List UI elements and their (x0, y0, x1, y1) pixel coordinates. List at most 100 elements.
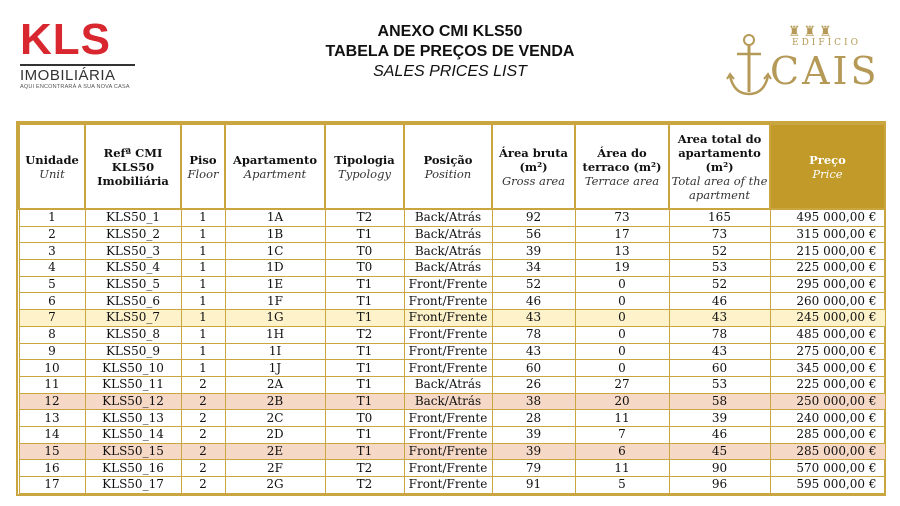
table-cell: 53 (668, 375, 771, 394)
table-cell: 39 (491, 425, 576, 444)
table-cell: Back/Atrás (403, 225, 493, 244)
cais-logo-word: CAIS (770, 49, 880, 93)
table-cell: 1I (224, 342, 326, 361)
table-cell: 0 (574, 359, 670, 377)
column-header: Preço Price (769, 123, 886, 210)
table-cell: 2B (224, 392, 326, 411)
table-cell: 73 (574, 208, 670, 227)
table-cell: 1 (180, 292, 226, 311)
column-header-en: Unit (39, 166, 65, 181)
table-cell: Back/Atrás (403, 375, 493, 394)
table-cell: 2 (180, 476, 226, 494)
table-cell: KLS50_13 (84, 409, 182, 427)
table-cell: 60 (491, 359, 576, 377)
table-cell: 2 (180, 442, 226, 461)
table-cell: T2 (324, 208, 405, 227)
kls-logo: KLS IMOBILIÁRIA AQUI ENCONTRARÁ A SUA NO… (20, 18, 135, 90)
table-cell: 96 (668, 476, 771, 494)
column-header-pt: Posição (423, 152, 473, 167)
table-cell: 2G (224, 476, 326, 494)
table-cell: KLS50_2 (84, 225, 182, 244)
kls-logo-tagline: AQUI ENCONTRARÁ A SUA NOVA CASA (20, 84, 130, 90)
column-header: Área do terraco (m²) Terrace area (574, 123, 670, 210)
column-header: Posição Position (403, 123, 493, 210)
table-cell: 26 (491, 375, 576, 394)
table-cell: 43 (491, 342, 576, 361)
table-cell: 275 000,00 € (769, 342, 886, 361)
table-cell: 1F (224, 292, 326, 311)
column-header-en: Total area of the apartment (671, 173, 768, 202)
table-cell: 27 (574, 375, 670, 394)
table-cell: 2 (180, 392, 226, 411)
table-cell: 345 000,00 € (769, 359, 886, 377)
table-body: 1 KLS50_1 1 1A T2 Back/Atrás 92 73 165 495 000,00… (18, 208, 886, 494)
table-cell: T2 (324, 459, 405, 477)
table-cell: KLS50_7 (84, 309, 182, 327)
table-cell: 225 000,00 € (769, 259, 886, 277)
table-cell: 78 (491, 325, 576, 344)
table-cell: 17 (574, 225, 670, 244)
table-cell: 1A (224, 208, 326, 227)
table-cell: 39 (491, 242, 576, 261)
table-cell: Front/Frente (403, 359, 493, 377)
table-cell: 165 (668, 208, 771, 227)
table-row: 7 KLS50_7 1 1G T1 Front/Frente 43 0 43 245 000,00… (18, 309, 886, 327)
table-cell: T0 (324, 242, 405, 261)
table-cell: T1 (324, 275, 405, 294)
table-row: 6 KLS50_6 1 1F T1 Front/Frente 46 0 46 260 000,00… (18, 292, 886, 311)
table-cell: T2 (324, 325, 405, 344)
table-cell: 43 (668, 342, 771, 361)
table-cell: KLS50_10 (84, 359, 182, 377)
price-table: Unidade Unit Refª CMI KLS50 Imobiliária Pis… (18, 123, 886, 494)
table-cell: KLS50_6 (84, 292, 182, 311)
table-cell: 8 (18, 325, 86, 344)
table-cell: Front/Frente (403, 409, 493, 427)
table-cell: 12 (18, 392, 86, 411)
document-title: ANEXO CMI KLS50 TABELA DE PREÇOS DE VEND… (250, 22, 650, 82)
table-row: 3 KLS50_3 1 1C T0 Back/Atrás 39 13 52 215 000,00 … (18, 242, 886, 261)
table-cell: 1B (224, 225, 326, 244)
table-cell: 60 (668, 359, 771, 377)
table-cell: Front/Frente (403, 275, 493, 294)
table-row: 14 KLS50_14 2 2D T1 Front/Frente 39 7 46 285 000,… (18, 425, 886, 444)
table-header-row: Unidade Unit Refª CMI KLS50 Imobiliária Pis… (18, 123, 886, 210)
table-cell: T1 (324, 292, 405, 311)
table-cell: 1E (224, 275, 326, 294)
table-cell: 0 (574, 342, 670, 361)
table-row: 1 KLS50_1 1 1A T2 Back/Atrás 92 73 165 495 000,00… (18, 208, 886, 227)
table-row: 5 KLS50_5 1 1E T1 Front/Frente 52 0 52 295 000,00… (18, 275, 886, 294)
table-cell: 570 000,00 € (769, 459, 886, 477)
column-header-pt: Área bruta (m²) (499, 145, 568, 174)
table-cell: 240 000,00 € (769, 409, 886, 427)
table-row: 12 KLS50_12 2 2B T1 Back/Atrás 38 20 58 250 000,0… (18, 392, 886, 411)
column-header: Piso Floor (180, 123, 226, 210)
column-header-en: Floor (187, 166, 219, 181)
column-header-pt: Tipologia (334, 152, 395, 167)
column-header-pt: Apartamento (232, 152, 318, 167)
column-header: Unidade Unit (18, 123, 86, 210)
table-cell: 43 (668, 309, 771, 327)
anchor-icon (726, 34, 772, 96)
table-cell: KLS50_3 (84, 242, 182, 261)
table-cell: 2 (180, 459, 226, 477)
table-cell: Back/Atrás (403, 259, 493, 277)
table-cell: 46 (668, 292, 771, 311)
table-cell: 495 000,00 € (769, 208, 886, 227)
column-header-pt: Preço (809, 152, 846, 167)
table-cell: 1 (180, 359, 226, 377)
title-line-3: SALES PRICES LIST (373, 63, 527, 80)
table-row: 2 KLS50_2 1 1B T1 Back/Atrás 56 17 73 315 000,00 … (18, 225, 886, 244)
table-cell: 1H (224, 325, 326, 344)
table-cell: 3 (18, 242, 86, 261)
column-header-pt: Área do terraco (m²) (582, 145, 662, 174)
table-cell: 90 (668, 459, 771, 477)
table-cell: KLS50_1 (84, 208, 182, 227)
cais-logo-small: EDIFÍCIO (792, 38, 861, 48)
column-header-pt: Refª CMI KLS50 Imobiliária (97, 145, 169, 188)
table-row: 11 KLS50_11 2 2A T1 Back/Atrás 26 27 53 225 000,0… (18, 375, 886, 394)
table-cell: 53 (668, 259, 771, 277)
table-cell: 14 (18, 425, 86, 444)
table-cell: 2 (180, 375, 226, 394)
table-cell: 260 000,00 € (769, 292, 886, 311)
table-cell: 0 (574, 275, 670, 294)
